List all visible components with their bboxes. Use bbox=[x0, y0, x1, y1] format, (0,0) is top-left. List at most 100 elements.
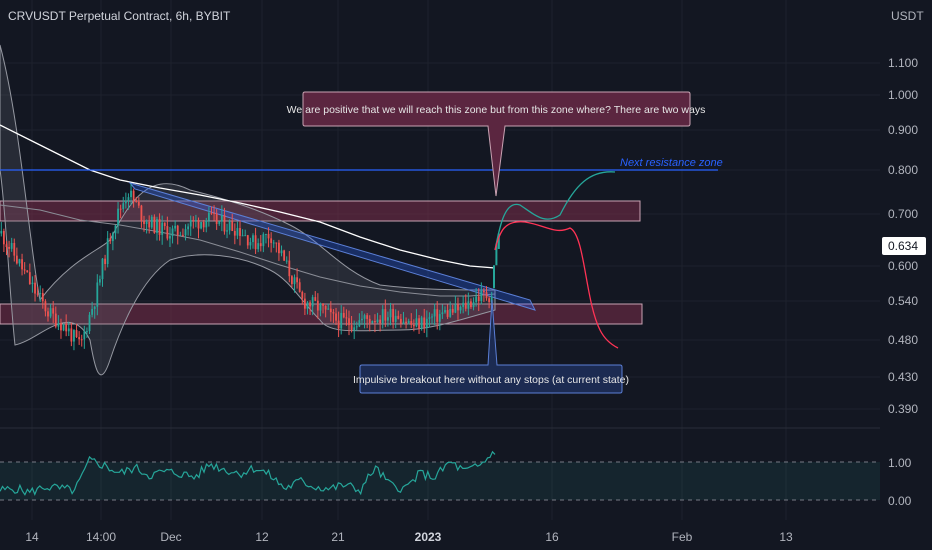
top-callout[interactable] bbox=[302, 91, 691, 197]
candle-body bbox=[467, 301, 470, 309]
candle-body bbox=[171, 228, 174, 237]
candle-body bbox=[480, 290, 483, 302]
candle-body bbox=[106, 238, 109, 265]
candle-body bbox=[361, 318, 363, 321]
candle-body bbox=[290, 276, 293, 285]
time-tick-label: 14:00 bbox=[86, 530, 116, 544]
time-tick-label: 2023 bbox=[415, 530, 442, 544]
time-tick-label: 13 bbox=[779, 530, 793, 544]
price-tick-label: 0.390 bbox=[888, 402, 918, 416]
candle-body bbox=[259, 243, 262, 247]
candle-body bbox=[337, 320, 340, 329]
candle-body bbox=[215, 213, 218, 224]
candle-body bbox=[470, 301, 472, 308]
candle-body bbox=[280, 250, 283, 254]
candle-body bbox=[472, 302, 475, 308]
candle-body bbox=[150, 216, 153, 228]
candle-body bbox=[8, 246, 10, 249]
bottom-callout[interactable] bbox=[359, 299, 623, 394]
candle-body bbox=[415, 318, 418, 327]
candle-body bbox=[114, 225, 117, 234]
candle-body bbox=[278, 242, 280, 254]
candle-body bbox=[47, 311, 49, 317]
candle-body bbox=[433, 309, 436, 317]
candle-body bbox=[363, 315, 366, 319]
candle-body bbox=[26, 270, 29, 273]
candle-body bbox=[389, 308, 392, 318]
candle-body bbox=[220, 215, 223, 222]
candle-body bbox=[57, 323, 60, 327]
candle-body bbox=[402, 321, 405, 324]
candle-body bbox=[18, 259, 21, 264]
candle-body bbox=[355, 326, 358, 328]
candle-body bbox=[36, 293, 39, 295]
candle-body bbox=[405, 321, 407, 324]
candle-body bbox=[176, 225, 179, 235]
candle-body bbox=[184, 229, 187, 236]
resistance-label: Next resistance zone bbox=[620, 157, 723, 169]
candle-body bbox=[182, 234, 184, 236]
candle-body bbox=[477, 296, 480, 302]
candle-body bbox=[83, 331, 86, 340]
candle-body bbox=[462, 302, 465, 307]
candle-body bbox=[166, 226, 169, 239]
candle-body bbox=[236, 228, 239, 236]
candle-body bbox=[420, 317, 423, 329]
candle-body bbox=[425, 318, 428, 328]
candle-body bbox=[475, 296, 478, 303]
candle-body bbox=[311, 297, 314, 307]
candle-body bbox=[104, 258, 106, 265]
candle-body bbox=[70, 328, 73, 342]
candle-body bbox=[340, 312, 343, 329]
candle-body bbox=[454, 304, 457, 313]
candle-body bbox=[119, 208, 122, 210]
candle-body bbox=[441, 312, 444, 315]
price-tick-label: 1.100 bbox=[888, 56, 918, 70]
candle-body bbox=[111, 233, 114, 242]
candle-body bbox=[156, 219, 158, 233]
oscillator-tick-label: 1.00 bbox=[888, 456, 912, 470]
candle-body bbox=[91, 308, 94, 315]
candle-body bbox=[459, 306, 462, 311]
candle-body bbox=[80, 339, 83, 341]
candle-body bbox=[407, 320, 410, 324]
top-callout-text: We are positive that we will reach this … bbox=[287, 104, 706, 116]
candle-body bbox=[88, 314, 91, 332]
candle-body bbox=[189, 220, 192, 227]
candle-body bbox=[174, 225, 177, 229]
candle-body bbox=[241, 235, 244, 237]
candle-body bbox=[457, 304, 459, 311]
candle-body bbox=[397, 315, 400, 319]
candle-body bbox=[197, 219, 200, 229]
candle-body bbox=[96, 282, 99, 307]
candle-body bbox=[350, 325, 353, 331]
candle-body bbox=[67, 328, 70, 332]
candle-body bbox=[296, 277, 299, 283]
candle-body bbox=[127, 197, 130, 201]
candle-body bbox=[218, 221, 221, 224]
candle-body bbox=[309, 302, 311, 307]
candle-body bbox=[495, 243, 498, 266]
descending-channel bbox=[128, 182, 536, 311]
currency-label: USDT bbox=[891, 9, 924, 23]
candle-body bbox=[327, 308, 330, 310]
candle-body bbox=[410, 320, 413, 325]
candle-body bbox=[381, 309, 384, 324]
upper-supply-zone[interactable] bbox=[0, 200, 641, 222]
candle-body bbox=[394, 315, 397, 322]
candle-body bbox=[306, 302, 309, 309]
candle-body bbox=[418, 318, 420, 329]
candle-body bbox=[464, 302, 467, 309]
candle-body bbox=[130, 190, 132, 198]
bearish-projection-path bbox=[494, 221, 619, 349]
candle-body bbox=[210, 212, 213, 214]
candle-body bbox=[158, 219, 161, 235]
candle-body bbox=[335, 313, 337, 321]
candle-body bbox=[122, 203, 125, 210]
candle-body bbox=[52, 308, 55, 314]
candle-body bbox=[41, 293, 44, 302]
candle-body bbox=[101, 258, 104, 280]
candle-body bbox=[109, 238, 112, 242]
